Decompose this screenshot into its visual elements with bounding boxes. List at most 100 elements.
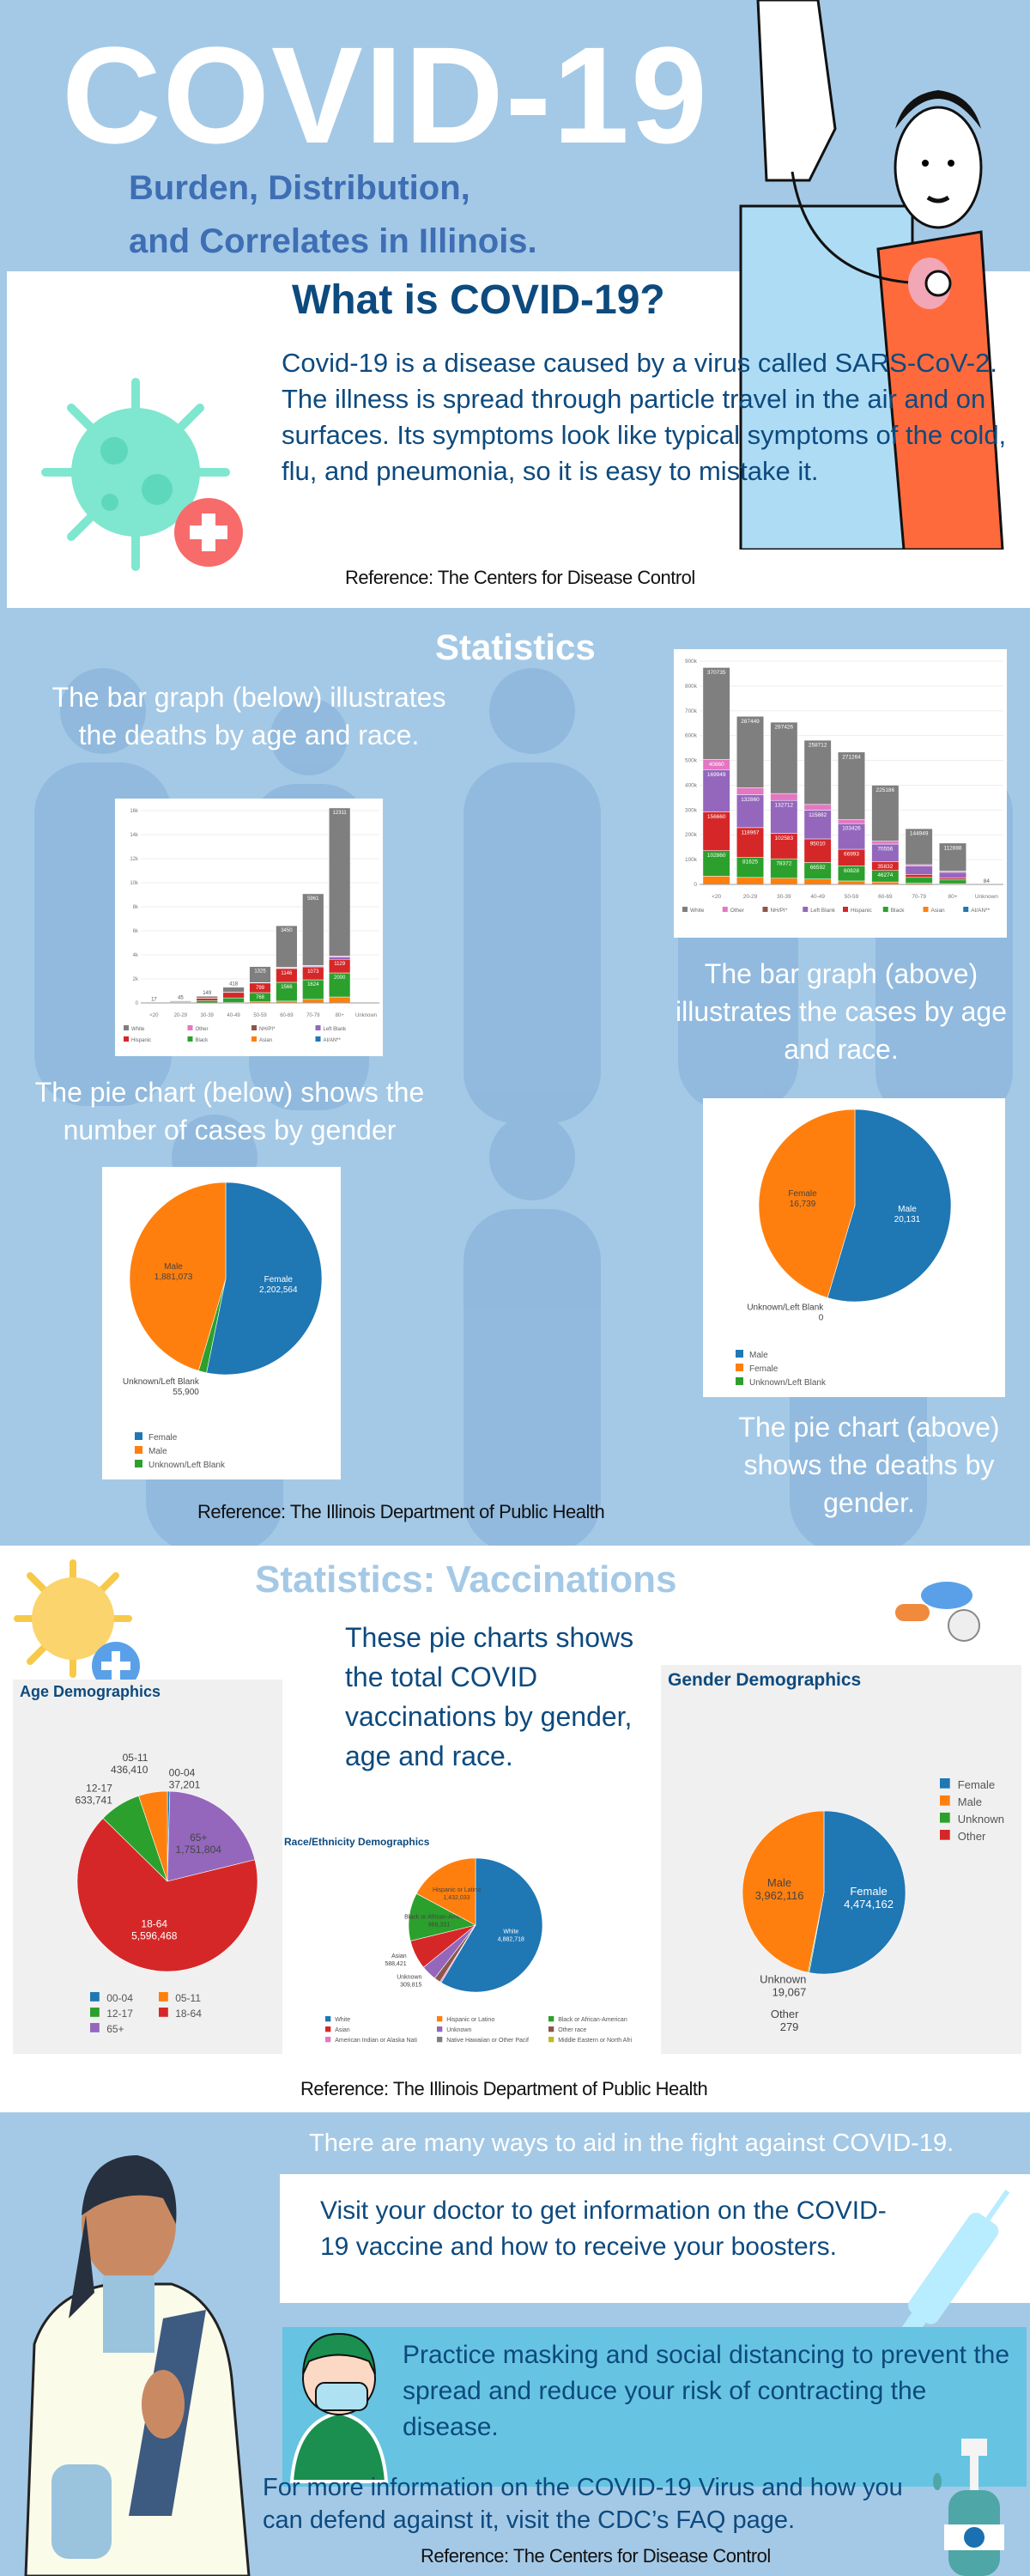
bar-value-label: 2000 [334,975,346,981]
legend-swatch [923,907,929,912]
bar-segment [838,823,865,850]
bar-segment [276,925,298,968]
legend-label: White [335,2017,350,2023]
x-tick-label: 50-59 [845,894,859,900]
legend-swatch [843,907,848,912]
legend-label: Unknown [446,2027,471,2033]
bar-segment [838,880,865,885]
legend-swatch [682,907,688,912]
legend-swatch [90,1992,100,2002]
x-tick-label: 70-79 [306,1013,320,1018]
x-tick-label: 60-69 [280,1013,294,1018]
legend-swatch [159,2008,168,2017]
legend-swatch [940,1813,950,1823]
bar-segment [736,877,764,885]
legend-label: Female [958,1778,995,1791]
pie-slice-label: Unknown [760,1972,806,1985]
legend-swatch [315,1025,321,1030]
legend-label: Male [958,1795,982,1808]
legend-swatch [963,907,969,912]
reference-cdc-2: Reference: The Centers for Disease Contr… [421,2545,771,2567]
bar-segment [803,878,832,885]
x-tick-label: 20-29 [743,894,758,900]
legend-swatch [762,907,768,912]
masking-box [282,2327,1027,2487]
bar-segment [770,799,798,834]
pie-slice-value: 0 [819,1313,824,1322]
x-tick-label: 80+ [948,894,958,900]
x-tick-label: 30-39 [777,894,791,900]
bar-value-label: 768 [256,995,265,1000]
bar-segment [838,818,865,824]
y-tick-label: 0 [694,882,697,888]
bar-segment [222,997,245,1003]
legend-swatch [325,2026,331,2032]
legend-label: 18-64 [175,2008,202,2020]
chart-title: Race/Ethnicity Demographics [284,1836,430,1848]
bar-value-label: 112888 [943,845,961,851]
bar-value-label: 102583 [775,835,794,841]
pie-slice [809,1810,906,1975]
legend-label: Other [196,1027,209,1032]
bar-segment [702,811,730,851]
legend-label: AI/AN** [971,908,990,914]
pie-slice-label: Male [164,1262,183,1272]
legend-label: White [690,908,705,914]
bar-value-label: 271264 [842,754,861,760]
pie-slice-label: 65+ [190,1832,207,1844]
section-heading-what-is: What is COVID-19? [292,277,665,323]
legend-label: 00-04 [106,1992,133,2004]
legend-label: White [131,1027,145,1032]
legend-swatch [187,1025,193,1030]
legend-label: NH/PI* [771,908,788,914]
bar-segment [196,998,218,1001]
pie-slice-value: 968,331 [428,1923,450,1929]
bar-segment [736,716,764,788]
pie-slice-label: Unknown/Left Blank [123,1377,200,1387]
pie-slice-value: 1,881,073 [154,1273,193,1282]
x-tick-label: 70-79 [912,894,926,900]
bar-segment [702,876,730,885]
x-tick-label: <20 [149,1013,159,1018]
bar-value-label: 258712 [809,743,827,749]
legend-swatch [187,1036,193,1042]
deaths-pie-caption: The pie chart (above) shows the deaths b… [738,1412,1000,1518]
pie-slice [138,1790,168,1882]
pie-slice-value: 37,201 [169,1778,201,1790]
legend-swatch [325,2016,331,2022]
pie-slice-label: Unknown [397,1974,421,1980]
bar-value-label: 40860 [709,762,724,768]
more-info-text: For more information on the COVID-19 Vir… [263,2474,903,2534]
bar-segment [803,804,832,811]
pie-slice-value: 279 [780,2020,799,2033]
legend-swatch [437,2037,443,2043]
bar-segment [329,807,351,957]
pie-slice-value: 309,815 [400,1982,421,1988]
y-tick-label: 4k [133,953,139,958]
legend-swatch [548,2026,554,2032]
x-tick-label: Unknown [355,1013,377,1018]
statistics-heading: Statistics [435,627,596,667]
legend-swatch [736,1377,743,1385]
legend-label: Other race [558,2027,586,2033]
pie-slice-value: 2,202,564 [259,1285,298,1295]
age-demographics-pie-chart: Age Demographics 00-04 37,201 65+ 1,751,804… [13,1680,282,2054]
bar-value-label: 418 [229,982,239,987]
legend-label: Hispanic [851,908,873,914]
legend-label: AI/AN** [324,1038,342,1043]
legend-label: Left Blank [810,908,835,914]
what-is-paragraph: Covid-19 is a disease caused by a virus … [282,348,1007,486]
y-tick-label: 500k [685,758,698,764]
legend-swatch [803,907,809,912]
subtitle-line: and Correlates in Illinois. [129,222,537,260]
reference-cdc-1: Reference: The Centers for Disease Contr… [345,567,695,588]
x-tick-label: 60-69 [878,894,893,900]
x-tick-label: 40-49 [227,1013,240,1018]
bar-value-label: 70556 [877,846,893,852]
deaths-bar-caption: The bar graph (below) illustrates the de… [52,682,446,750]
bar-value-label: 35832 [877,864,893,870]
bar-segment [702,667,730,760]
legend-swatch [940,1795,950,1806]
bar-value-label: 169949 [707,772,726,778]
legend-swatch [315,1036,321,1042]
